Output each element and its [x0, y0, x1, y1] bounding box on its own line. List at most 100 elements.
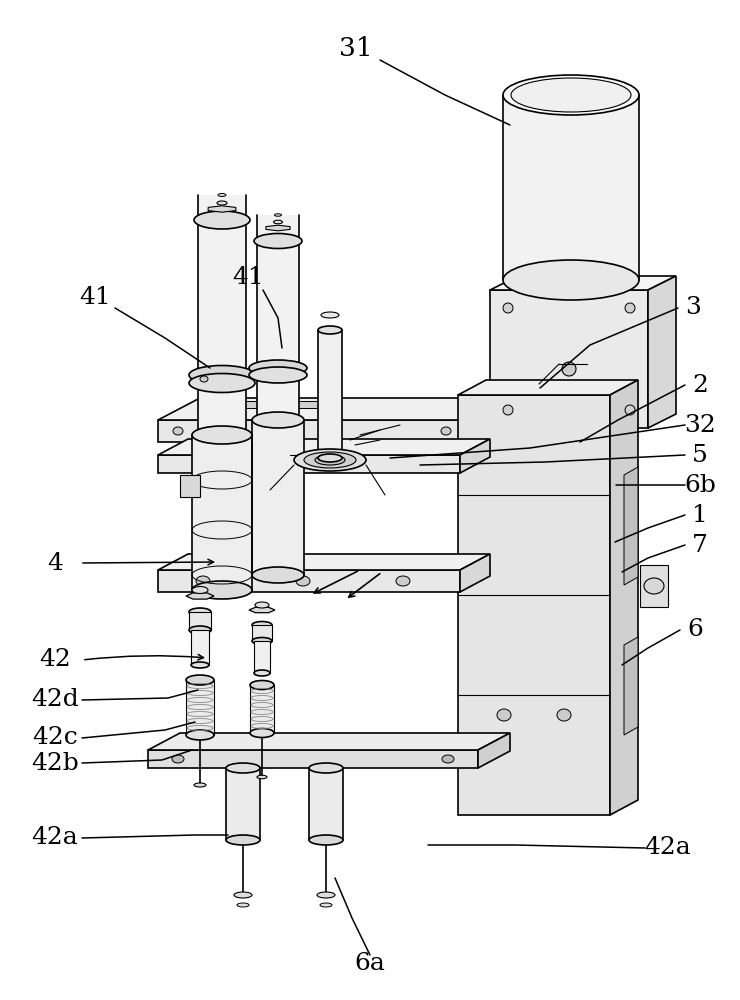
- Text: 7: 7: [692, 534, 708, 556]
- Ellipse shape: [318, 454, 342, 462]
- Ellipse shape: [186, 675, 214, 685]
- Ellipse shape: [254, 670, 270, 676]
- Bar: [250, 685, 274, 733]
- Ellipse shape: [198, 428, 246, 442]
- Text: 41: 41: [79, 286, 111, 310]
- Polygon shape: [490, 276, 676, 290]
- Text: 6: 6: [687, 618, 703, 642]
- Polygon shape: [186, 593, 214, 599]
- Polygon shape: [192, 435, 252, 590]
- Ellipse shape: [644, 578, 664, 594]
- Bar: [180, 475, 200, 497]
- Polygon shape: [148, 733, 510, 750]
- Polygon shape: [158, 570, 460, 592]
- Text: 6a: 6a: [354, 952, 386, 974]
- Polygon shape: [158, 398, 508, 420]
- Polygon shape: [158, 554, 490, 570]
- Polygon shape: [230, 401, 340, 408]
- Polygon shape: [490, 290, 648, 428]
- Polygon shape: [610, 380, 638, 815]
- Ellipse shape: [192, 581, 252, 599]
- Bar: [189, 612, 211, 630]
- Ellipse shape: [191, 662, 209, 668]
- Text: 42d: 42d: [31, 688, 79, 712]
- Ellipse shape: [275, 214, 281, 216]
- Polygon shape: [460, 554, 490, 592]
- Text: 42a: 42a: [645, 836, 691, 859]
- Ellipse shape: [625, 405, 635, 415]
- Text: 31: 31: [339, 35, 373, 60]
- Ellipse shape: [557, 709, 571, 721]
- Ellipse shape: [172, 755, 184, 763]
- Polygon shape: [257, 215, 299, 420]
- Polygon shape: [458, 395, 610, 815]
- Ellipse shape: [252, 567, 304, 583]
- Ellipse shape: [294, 449, 366, 471]
- Polygon shape: [318, 330, 342, 458]
- Ellipse shape: [192, 586, 208, 593]
- Ellipse shape: [274, 220, 283, 224]
- Bar: [640, 565, 668, 607]
- Polygon shape: [158, 455, 460, 473]
- Ellipse shape: [194, 211, 250, 229]
- Ellipse shape: [252, 638, 272, 645]
- Ellipse shape: [315, 455, 345, 465]
- Bar: [254, 641, 270, 673]
- Text: 42b: 42b: [31, 752, 79, 774]
- Text: 6b: 6b: [684, 474, 716, 496]
- Ellipse shape: [320, 903, 332, 907]
- Ellipse shape: [189, 626, 211, 634]
- Text: 42c: 42c: [32, 726, 78, 750]
- Polygon shape: [309, 768, 343, 840]
- Polygon shape: [478, 733, 510, 768]
- Polygon shape: [460, 439, 490, 473]
- Ellipse shape: [309, 763, 343, 773]
- Ellipse shape: [625, 303, 635, 313]
- Ellipse shape: [441, 427, 451, 435]
- Text: 32: 32: [684, 414, 716, 436]
- Polygon shape: [158, 420, 466, 442]
- Ellipse shape: [218, 194, 226, 196]
- Ellipse shape: [257, 414, 299, 426]
- Ellipse shape: [503, 260, 639, 300]
- Bar: [252, 625, 272, 641]
- Text: 4: 4: [47, 552, 63, 574]
- Ellipse shape: [255, 602, 269, 608]
- Ellipse shape: [442, 755, 454, 763]
- Polygon shape: [466, 398, 508, 442]
- Ellipse shape: [192, 426, 252, 444]
- Text: 42a: 42a: [32, 826, 78, 850]
- Polygon shape: [158, 439, 490, 455]
- Ellipse shape: [318, 326, 342, 334]
- Ellipse shape: [317, 892, 335, 898]
- Ellipse shape: [250, 680, 274, 690]
- Ellipse shape: [396, 576, 410, 586]
- Ellipse shape: [226, 835, 260, 845]
- Ellipse shape: [194, 783, 206, 787]
- Text: 5: 5: [692, 444, 708, 466]
- Ellipse shape: [189, 373, 255, 392]
- Ellipse shape: [252, 621, 272, 629]
- Ellipse shape: [503, 303, 513, 313]
- Ellipse shape: [503, 75, 639, 115]
- Polygon shape: [249, 607, 275, 613]
- Ellipse shape: [309, 835, 343, 845]
- Bar: [186, 680, 214, 735]
- Text: 1: 1: [692, 504, 708, 526]
- Ellipse shape: [186, 730, 214, 740]
- Ellipse shape: [189, 365, 255, 384]
- Ellipse shape: [249, 360, 307, 376]
- Polygon shape: [252, 420, 304, 575]
- Text: 41: 41: [232, 266, 264, 290]
- Polygon shape: [458, 380, 638, 395]
- Polygon shape: [624, 467, 638, 585]
- Bar: [191, 630, 209, 665]
- Ellipse shape: [296, 576, 310, 586]
- Ellipse shape: [189, 608, 211, 616]
- Ellipse shape: [321, 312, 339, 318]
- Polygon shape: [266, 225, 290, 231]
- Polygon shape: [148, 750, 478, 768]
- Polygon shape: [208, 206, 236, 212]
- Ellipse shape: [257, 775, 267, 779]
- Polygon shape: [226, 768, 260, 840]
